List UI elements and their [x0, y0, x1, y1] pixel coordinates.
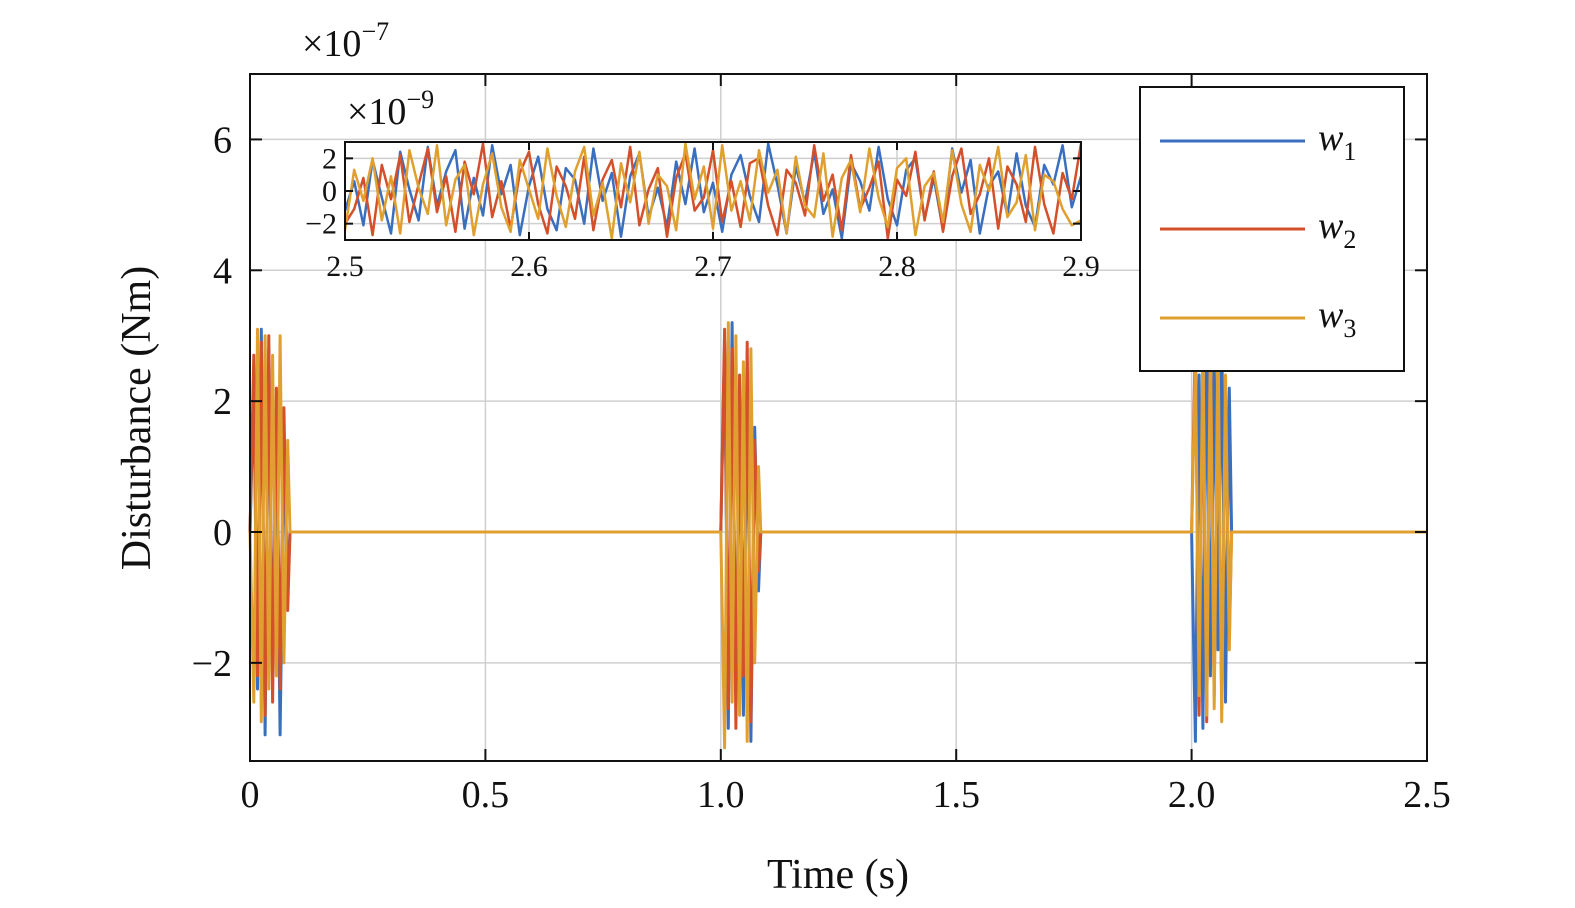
main-y-tick-label: 4	[213, 250, 232, 292]
inset-x-tick-label: 2.9	[1062, 250, 1100, 283]
inset-ticks	[344, 142, 1082, 240]
main-x-tick-label: 2.5	[1403, 774, 1451, 816]
inset-y-multiplier-base: ×10	[347, 91, 406, 133]
main-y-tick-label: 0	[213, 512, 232, 554]
main-y-multiplier: ×10−7	[302, 17, 389, 65]
main-y-tick-label: −2	[192, 643, 232, 685]
main-y-tick-label: 6	[213, 119, 232, 161]
legend: w1 w2 w3	[1139, 86, 1405, 372]
main-x-tick-label: 0	[241, 774, 260, 816]
inset-series-line-w3	[343, 142, 1082, 240]
inset-x-tick-label: 2.8	[878, 250, 916, 283]
inset-x-tick-label: 2.6	[510, 250, 548, 283]
inset-series-line-w2	[343, 142, 1083, 240]
main-x-tick-label: 1.5	[932, 774, 980, 816]
inset-y-tick-label: −2	[305, 208, 337, 241]
inset-y-tick-label: 2	[322, 142, 337, 175]
inset-y-multiplier: ×10−9	[347, 85, 434, 133]
y-axis-title: Disturbance (Nm)	[114, 266, 160, 570]
legend-label-w1: w1	[1318, 117, 1356, 166]
inset-series-lines	[343, 142, 1083, 240]
main-y-multiplier-base: ×10	[302, 23, 361, 65]
legend-label-w2: w2	[1318, 205, 1356, 254]
inset-tick-labels: 2.5 2.6 2.7 2.8 2.9 −202	[305, 142, 1100, 283]
main-x-tick-label: 0.5	[462, 774, 510, 816]
inset-x-tick-label: 2.5	[326, 250, 364, 283]
legend-label-w3: w3	[1318, 294, 1356, 343]
x-axis-title: Time (s)	[767, 852, 909, 898]
main-series-line-w3	[248, 321, 1427, 750]
inset-y-multiplier-exponent: −9	[406, 85, 434, 114]
main-y-multiplier-exponent: −7	[361, 17, 389, 46]
inset-series-line-w1	[343, 142, 1083, 240]
main-x-tick-label: 1.0	[697, 774, 745, 816]
main-y-tick-label: 2	[213, 381, 232, 423]
main-axes-frame	[249, 73, 1428, 762]
inset-y-tick-label: 0	[322, 175, 337, 208]
main-ticks	[249, 74, 1428, 761]
main-x-tick-label: 2.0	[1168, 774, 1216, 816]
inset-x-tick-label: 2.7	[694, 250, 732, 283]
